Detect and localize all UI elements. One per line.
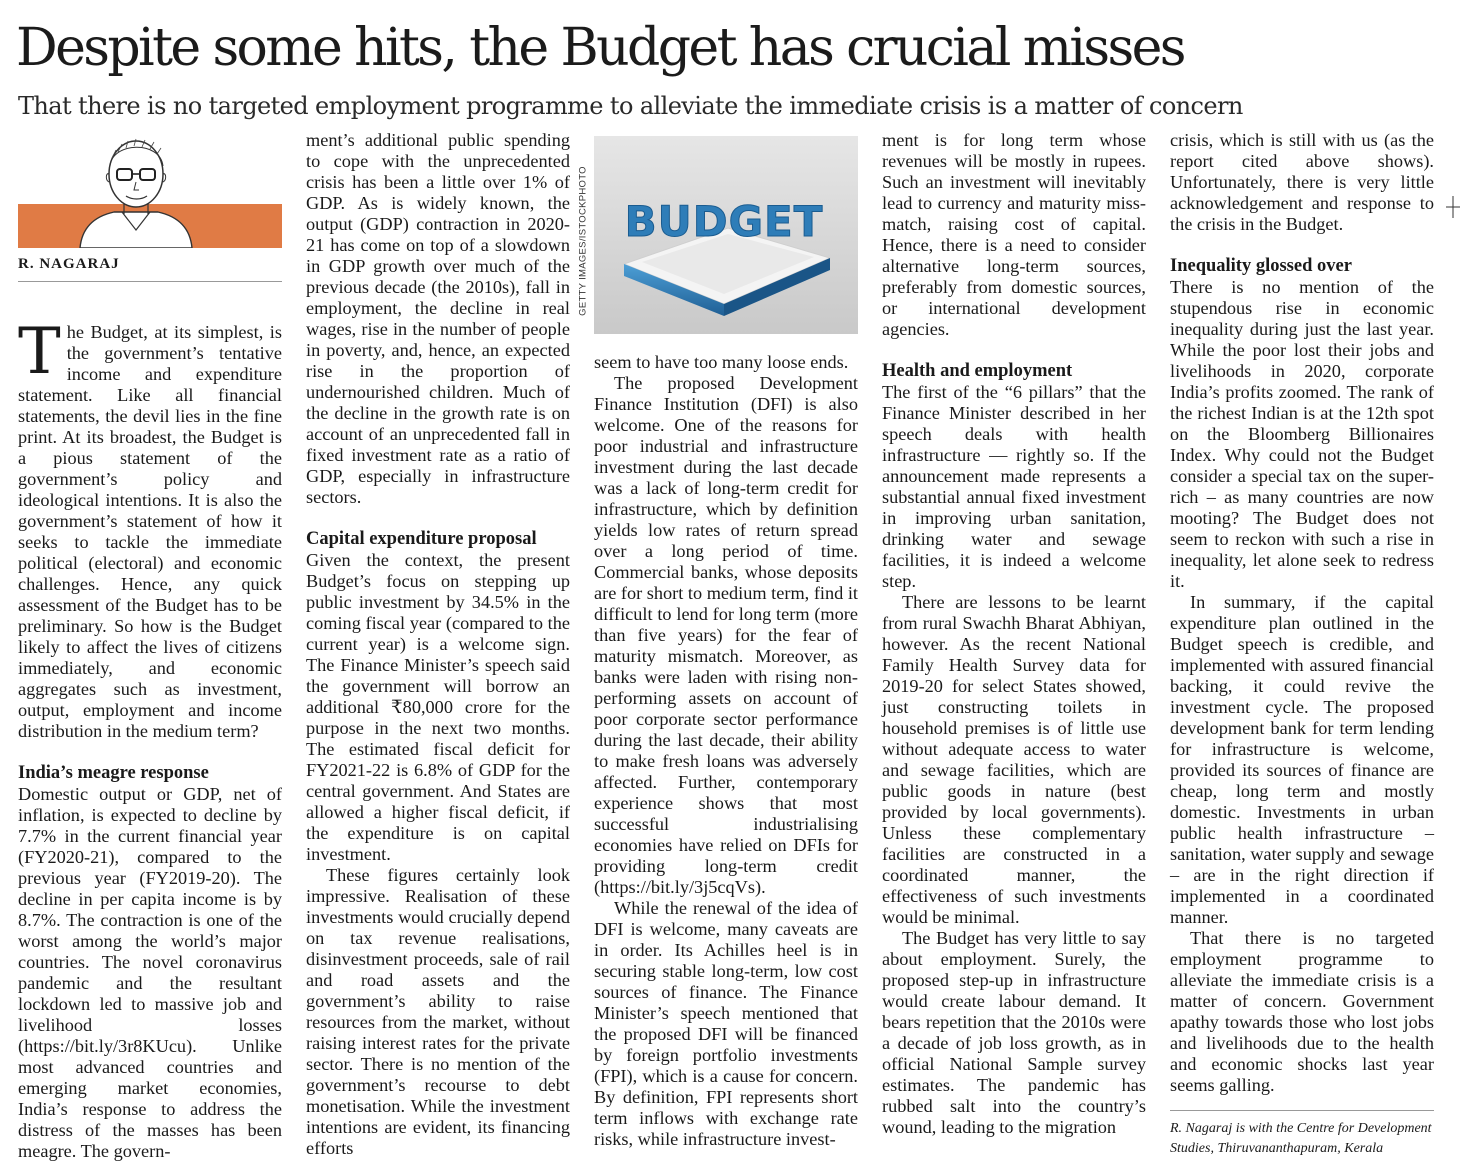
author-portrait-sketch-icon — [18, 138, 282, 248]
column-4: ment is for long term whose revenues wil… — [882, 130, 1146, 1138]
deck-subheadline: That there is no targeted employment pro… — [18, 92, 1243, 120]
paragraph: seem to have too many loose ends. — [594, 352, 849, 372]
subhead-capital-expenditure: Capital expenditure proposal — [306, 529, 537, 549]
budget-photo: GETTY IMAGES/ISTOCKPHOTO BUDGET — [578, 136, 858, 346]
budget-word: BUDGET — [625, 197, 824, 246]
paragraph: Domestic output or GDP, net of inflation… — [18, 784, 282, 1161]
paragraph: These figures certainly look impressive.… — [306, 865, 570, 1158]
paragraph: While the renewal of the idea of DFI is … — [594, 898, 858, 1149]
column-2: ment’s additional public spending to cop… — [306, 130, 570, 1159]
paragraph: The first of the “6 pillars” that the Fi… — [882, 382, 1146, 591]
paragraph: The Budget has very little to say about … — [882, 928, 1146, 1137]
subhead-inequality: Inequality glossed over — [1170, 256, 1352, 276]
column-5: crisis, which is still with us (as the r… — [1170, 130, 1434, 1159]
headline: Despite some hits, the Budget has crucia… — [16, 18, 1186, 78]
subhead-india-response: India’s meagre response — [18, 763, 209, 783]
author-note: R. Nagaraj is with the Centre for Develo… — [1170, 1110, 1434, 1159]
author-byline: R. NAGARAJ — [18, 256, 282, 282]
paragraph: There is no mention of the stupendous ri… — [1170, 277, 1434, 591]
paragraph: crisis, which is still with us (as the r… — [1170, 130, 1434, 234]
photo-credit: GETTY IMAGES/ISTOCKPHOTO — [577, 166, 589, 316]
dropcap: T — [18, 315, 61, 389]
subhead-health-employment: Health and employment — [882, 361, 1073, 381]
column-3: GETTY IMAGES/ISTOCKPHOTO BUDGET seem to … — [578, 136, 858, 1150]
paragraph: ment’s additional public spending to cop… — [306, 130, 570, 507]
budget-block-illustration-icon: BUDGET — [594, 136, 858, 334]
registration-mark-icon — [1446, 196, 1460, 218]
paragraph: That there is no targeted employment pro… — [1170, 928, 1434, 1095]
paragraph: In summary, if the capital expenditure p… — [1170, 592, 1434, 927]
paragraph: The proposed Development Finance Institu… — [594, 373, 858, 897]
paragraph: ment is for long term whose revenues wil… — [882, 130, 1146, 339]
paragraph: Given the context, the present Budget’s … — [306, 550, 570, 864]
paragraph: There are lessons to be learnt from rura… — [882, 592, 1146, 927]
